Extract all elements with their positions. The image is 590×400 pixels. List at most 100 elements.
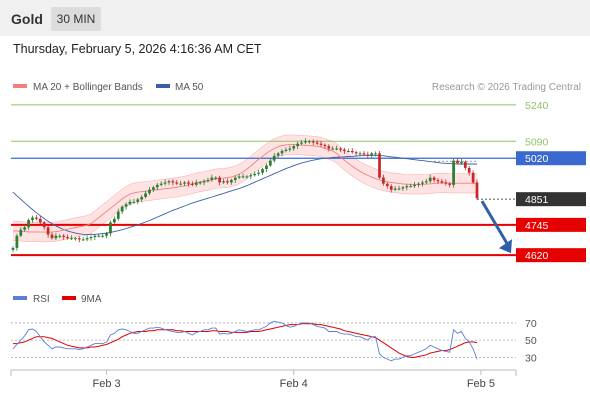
candle-body: [249, 175, 253, 177]
candle-body: [467, 167, 471, 173]
candle-body: [194, 182, 198, 185]
candle-body: [417, 183, 420, 185]
bollinger-upper: [13, 134, 477, 223]
header-bar: Gold 30 MIN: [0, 0, 590, 36]
candle-body: [198, 182, 202, 184]
candle-body: [436, 180, 440, 182]
candle-body: [257, 172, 261, 174]
candle-body: [23, 227, 27, 230]
rsi-tick-label-1: 50: [525, 335, 537, 347]
candle-body: [62, 235, 66, 237]
candle-body: [397, 188, 401, 190]
candle-body: [11, 247, 15, 250]
instrument-title: Gold: [11, 11, 43, 27]
x-tick-label-2: Feb 5: [467, 378, 495, 390]
chart-datetime: Thursday, February 5, 2026 4:16:36 AM CE…: [13, 42, 262, 56]
candle-body: [440, 181, 444, 183]
candle-body: [253, 173, 257, 176]
candle-body: [183, 182, 186, 184]
legend-9ma-label: 9MA: [81, 294, 102, 305]
candle-body: [140, 196, 144, 200]
candle-body: [77, 238, 81, 240]
candle-body: [296, 143, 300, 147]
candle-body: [292, 146, 296, 149]
support-label-box-5: [516, 248, 586, 263]
support-label-5: 4620: [525, 250, 549, 262]
candle-body: [354, 152, 358, 154]
forecast-arrow-head: [499, 239, 512, 254]
legend-9ma-swatch: [62, 296, 76, 300]
candle-body: [206, 180, 210, 182]
candle-body: [152, 187, 155, 190]
legend-rsi-swatch: [13, 296, 27, 300]
candle-body: [245, 176, 249, 178]
candle-body: [389, 186, 393, 190]
rsi-line: [12, 320, 478, 362]
candle-body: [378, 153, 381, 178]
candle-body: [226, 181, 229, 183]
candle-body: [276, 153, 280, 156]
copyright-text: Research © 2026 Trading Central: [432, 82, 581, 93]
candle-body: [370, 153, 374, 156]
rsi-9ma-line: [13, 323, 478, 358]
candle-body: [343, 149, 346, 151]
candle-body: [187, 182, 190, 184]
candle-body: [265, 165, 268, 170]
candle-body: [120, 206, 124, 212]
ma20-line: [13, 144, 477, 233]
candle-body: [428, 177, 432, 182]
resistance-label-1: 5090: [525, 136, 549, 148]
legend-ma50-label: MA 50: [175, 82, 204, 93]
candle-body: [331, 148, 335, 150]
candle-body: [35, 217, 38, 219]
candle-body: [148, 189, 151, 194]
legend-ma20-label: MA 20 + Bollinger Bands: [33, 82, 143, 93]
candle-body: [116, 211, 120, 219]
candle-body: [101, 235, 105, 237]
candle-body: [366, 154, 370, 156]
timeframe-button[interactable]: 30 MIN: [51, 7, 101, 31]
candle-body: [109, 222, 112, 234]
candle-body: [93, 235, 97, 237]
candle-body: [413, 184, 416, 187]
candle-body: [105, 233, 108, 236]
legend-ma50-swatch: [156, 84, 170, 88]
candle-body: [58, 235, 62, 237]
candle-body: [424, 181, 428, 183]
candle-body: [190, 183, 194, 185]
candle-body: [284, 149, 288, 151]
pivot-label: 5020: [525, 153, 549, 165]
candle-body: [19, 229, 23, 236]
candle-body: [362, 153, 366, 155]
candle-body: [89, 236, 93, 239]
candle-body: [15, 235, 19, 248]
bollinger-lower: [13, 154, 477, 243]
candle-body: [382, 177, 385, 184]
candle-body: [113, 218, 116, 223]
candle-body: [27, 220, 30, 228]
candle-body: [70, 238, 73, 240]
candle-body: [307, 141, 311, 143]
candle-body: [304, 141, 307, 143]
candle-body: [179, 183, 183, 185]
candle-body: [463, 161, 467, 168]
candle-body: [241, 176, 245, 178]
candle-body: [159, 183, 163, 185]
candle-body: [233, 177, 237, 181]
candle-body: [163, 182, 167, 184]
x-tick-label-1: Feb 4: [280, 378, 308, 390]
candle-body: [218, 177, 222, 183]
candle-body: [210, 177, 214, 181]
candle-body: [339, 148, 342, 150]
candle-body: [421, 182, 424, 184]
candle-body: [261, 169, 264, 173]
candle-body: [167, 181, 171, 183]
rsi-tick-label-2: 30: [525, 352, 537, 364]
candle-body: [144, 193, 147, 197]
candle-body: [346, 150, 350, 152]
rsi-tick-label-0: 70: [525, 318, 537, 330]
candle-body: [50, 234, 54, 239]
candle-body: [401, 187, 405, 189]
legend-ma20-swatch: [13, 84, 27, 88]
